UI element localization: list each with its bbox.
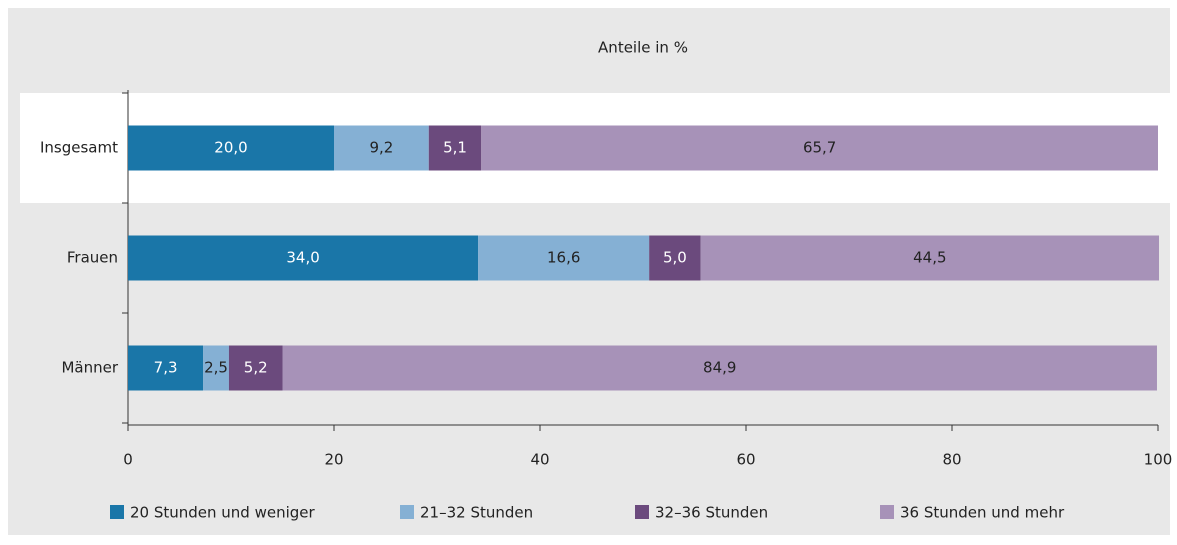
- x-tick-label: 20: [324, 451, 343, 469]
- data-label: 65,7: [803, 139, 836, 157]
- x-tick-label: 60: [736, 451, 755, 469]
- bar-segment: [128, 125, 334, 171]
- x-tick-label: 0: [123, 451, 133, 469]
- bar-segment: [334, 125, 429, 171]
- legend-swatch: [635, 505, 649, 519]
- bar-segment: [478, 235, 650, 281]
- y-tick-label: Männer: [61, 359, 118, 377]
- legend-swatch: [880, 505, 894, 519]
- y-tick-label: Frauen: [67, 249, 118, 267]
- data-label: 7,3: [154, 359, 178, 377]
- bar-segment: [649, 235, 701, 281]
- data-label: 5,0: [663, 249, 687, 267]
- x-tick-label: 40: [530, 451, 549, 469]
- bar-segment: [203, 345, 229, 391]
- bar-segment: [428, 125, 482, 171]
- legend-label: 32–36 Stunden: [655, 504, 768, 522]
- bar-segment: [282, 345, 1157, 391]
- bar-segment: [700, 235, 1160, 281]
- legend-label: 36 Stunden und mehr: [900, 504, 1065, 522]
- x-tick-label: 100: [1144, 451, 1173, 469]
- data-label: 5,2: [244, 359, 268, 377]
- bar-segment: [481, 125, 1158, 171]
- data-label: 84,9: [703, 359, 736, 377]
- data-label: 44,5: [913, 249, 946, 267]
- y-tick-label: Insgesamt: [40, 139, 118, 157]
- data-label: 20,0: [214, 139, 247, 157]
- legend-label: 21–32 Stunden: [420, 504, 533, 522]
- data-label: 2,5: [204, 359, 228, 377]
- data-label: 9,2: [369, 139, 393, 157]
- legend-swatch: [400, 505, 414, 519]
- bar-segment: [128, 345, 204, 391]
- data-label: 34,0: [286, 249, 319, 267]
- legend-swatch: [110, 505, 124, 519]
- legend-label: 20 Stunden und weniger: [130, 504, 316, 522]
- bar-segment: [228, 345, 283, 391]
- data-label: 16,6: [547, 249, 580, 267]
- x-tick-label: 80: [942, 451, 961, 469]
- bar-segment: [128, 235, 479, 281]
- chart-title: Anteile in %: [598, 39, 688, 57]
- data-label: 5,1: [443, 139, 467, 157]
